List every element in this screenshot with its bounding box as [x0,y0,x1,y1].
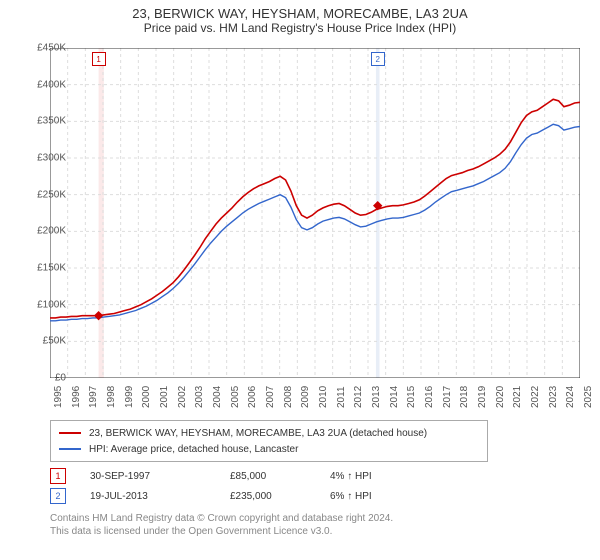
footnote-line2: This data is licensed under the Open Gov… [50,526,332,537]
sale-date: 19-JUL-2013 [90,491,230,502]
y-tick-label: £150K [37,263,66,274]
y-tick-label: £200K [37,226,66,237]
x-tick-label: 2024 [565,386,576,408]
chart-subtitle: Price paid vs. HM Land Registry's House … [0,21,600,39]
x-tick-label: 2006 [247,386,258,408]
x-tick-label: 2022 [530,386,541,408]
x-tick-label: 2016 [424,386,435,408]
y-tick-label: £100K [37,299,66,310]
legend-swatch [59,448,81,450]
x-tick-label: 2008 [283,386,294,408]
legend-label: 23, BERWICK WAY, HEYSHAM, MORECAMBE, LA3… [89,428,427,439]
x-tick-label: 2019 [477,386,488,408]
chart-container: 23, BERWICK WAY, HEYSHAM, MORECAMBE, LA3… [0,0,600,560]
sale-date: 30-SEP-1997 [90,471,230,482]
y-tick-label: £400K [37,79,66,90]
legend-item: HPI: Average price, detached house, Lanc… [59,441,479,457]
x-tick-label: 2013 [371,386,382,408]
footnote: Contains HM Land Registry data © Crown c… [50,512,570,538]
y-tick-label: £250K [37,189,66,200]
x-tick-label: 2002 [177,386,188,408]
footnote-line1: Contains HM Land Registry data © Crown c… [50,513,393,524]
x-tick-label: 2014 [389,386,400,408]
plot-area [50,48,580,378]
x-tick-label: 2007 [265,386,276,408]
x-tick-label: 2004 [212,386,223,408]
chart-title: 23, BERWICK WAY, HEYSHAM, MORECAMBE, LA3… [0,0,600,21]
sale-row: 1 30-SEP-1997£85,0004% ↑ HPI [50,466,430,486]
x-tick-label: 2018 [459,386,470,408]
legend-swatch [59,432,81,434]
x-tick-label: 1995 [53,386,64,408]
sales-table: 1 30-SEP-1997£85,0004% ↑ HPI 2 19-JUL-2013£… [50,466,430,506]
sale-badge: 1 [50,468,66,484]
y-tick-label: £300K [37,153,66,164]
x-tick-label: 2009 [300,386,311,408]
x-tick-label: 2015 [406,386,417,408]
y-tick-label: £450K [37,43,66,54]
x-tick-label: 2017 [442,386,453,408]
x-tick-label: 1997 [88,386,99,408]
legend-label: HPI: Average price, detached house, Lanc… [89,444,298,455]
sale-diff: 6% ↑ HPI [330,491,430,502]
x-tick-label: 2020 [495,386,506,408]
legend-item: 23, BERWICK WAY, HEYSHAM, MORECAMBE, LA3… [59,425,479,441]
sale-price: £235,000 [230,491,330,502]
sale-diff: 4% ↑ HPI [330,471,430,482]
y-tick-label: £0 [55,373,66,384]
marker-badge: 2 [371,52,385,66]
x-tick-label: 2005 [230,386,241,408]
x-tick-label: 2023 [548,386,559,408]
x-tick-label: 2003 [194,386,205,408]
y-tick-label: £50K [43,336,66,347]
sale-row: 2 19-JUL-2013£235,0006% ↑ HPI [50,486,430,506]
x-tick-label: 1999 [124,386,135,408]
sale-price: £85,000 [230,471,330,482]
y-tick-label: £350K [37,116,66,127]
x-tick-label: 2000 [141,386,152,408]
marker-badge: 1 [92,52,106,66]
legend: 23, BERWICK WAY, HEYSHAM, MORECAMBE, LA3… [50,420,488,462]
x-tick-label: 2011 [336,386,347,408]
x-tick-label: 2010 [318,386,329,408]
x-tick-label: 1998 [106,386,117,408]
x-tick-label: 2012 [353,386,364,408]
x-tick-label: 1996 [71,386,82,408]
sale-badge: 2 [50,488,66,504]
x-tick-label: 2001 [159,386,170,408]
plot-svg [50,48,580,378]
x-tick-label: 2025 [583,386,594,408]
x-tick-label: 2021 [512,386,523,408]
